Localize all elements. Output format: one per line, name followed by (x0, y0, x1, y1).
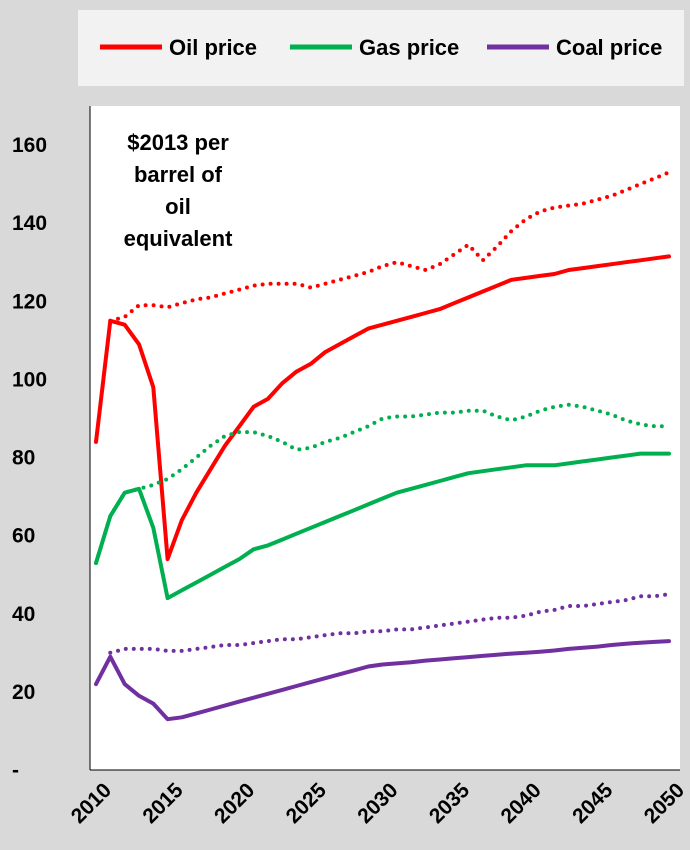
x-tick-label: 2045 (568, 779, 618, 829)
series-line-4 (94, 402, 671, 565)
annotation-line: equivalent (124, 226, 233, 251)
annotation-line: barrel of (134, 162, 223, 187)
y-tick-label: 60 (12, 525, 35, 548)
series-line-5 (108, 592, 671, 655)
legend-label: Oil price (169, 35, 257, 60)
y-tick-label: 20 (12, 681, 35, 704)
x-tick-label: 2020 (210, 779, 259, 828)
series-lines (94, 170, 671, 722)
series-line-0 (94, 254, 671, 562)
y-tick-label: 100 (12, 368, 47, 391)
x-tick-label: 2010 (67, 779, 116, 828)
y-tick-label: 40 (12, 603, 35, 626)
series-line-1 (94, 451, 671, 601)
y-tick-label: 140 (12, 212, 47, 235)
y-tick-label: 120 (12, 290, 47, 313)
x-tick-label: 2025 (282, 779, 332, 829)
annotation-line: $2013 per (127, 130, 229, 155)
plot-area (90, 106, 680, 770)
y-tick-label: 80 (12, 447, 35, 470)
annotation: $2013 per barrel of oil equivalent (124, 130, 233, 251)
x-tick-label: 2040 (497, 779, 546, 828)
series-line-2 (94, 639, 671, 722)
y-tick-label: 160 (12, 134, 47, 157)
legend-label: Gas price (359, 35, 459, 60)
x-tick-label: 2050 (640, 779, 689, 828)
legend: Oil price Gas price Coal price (100, 35, 662, 60)
x-tick-label: 2030 (353, 779, 402, 828)
legend-label: Coal price (556, 35, 662, 60)
annotation-line: oil (165, 194, 191, 219)
y-tick-label: - (12, 759, 19, 782)
x-tick-label: 2015 (138, 779, 188, 829)
legend-box (78, 10, 684, 86)
x-tick-label: 2035 (425, 779, 475, 829)
series-line-3 (108, 170, 671, 323)
